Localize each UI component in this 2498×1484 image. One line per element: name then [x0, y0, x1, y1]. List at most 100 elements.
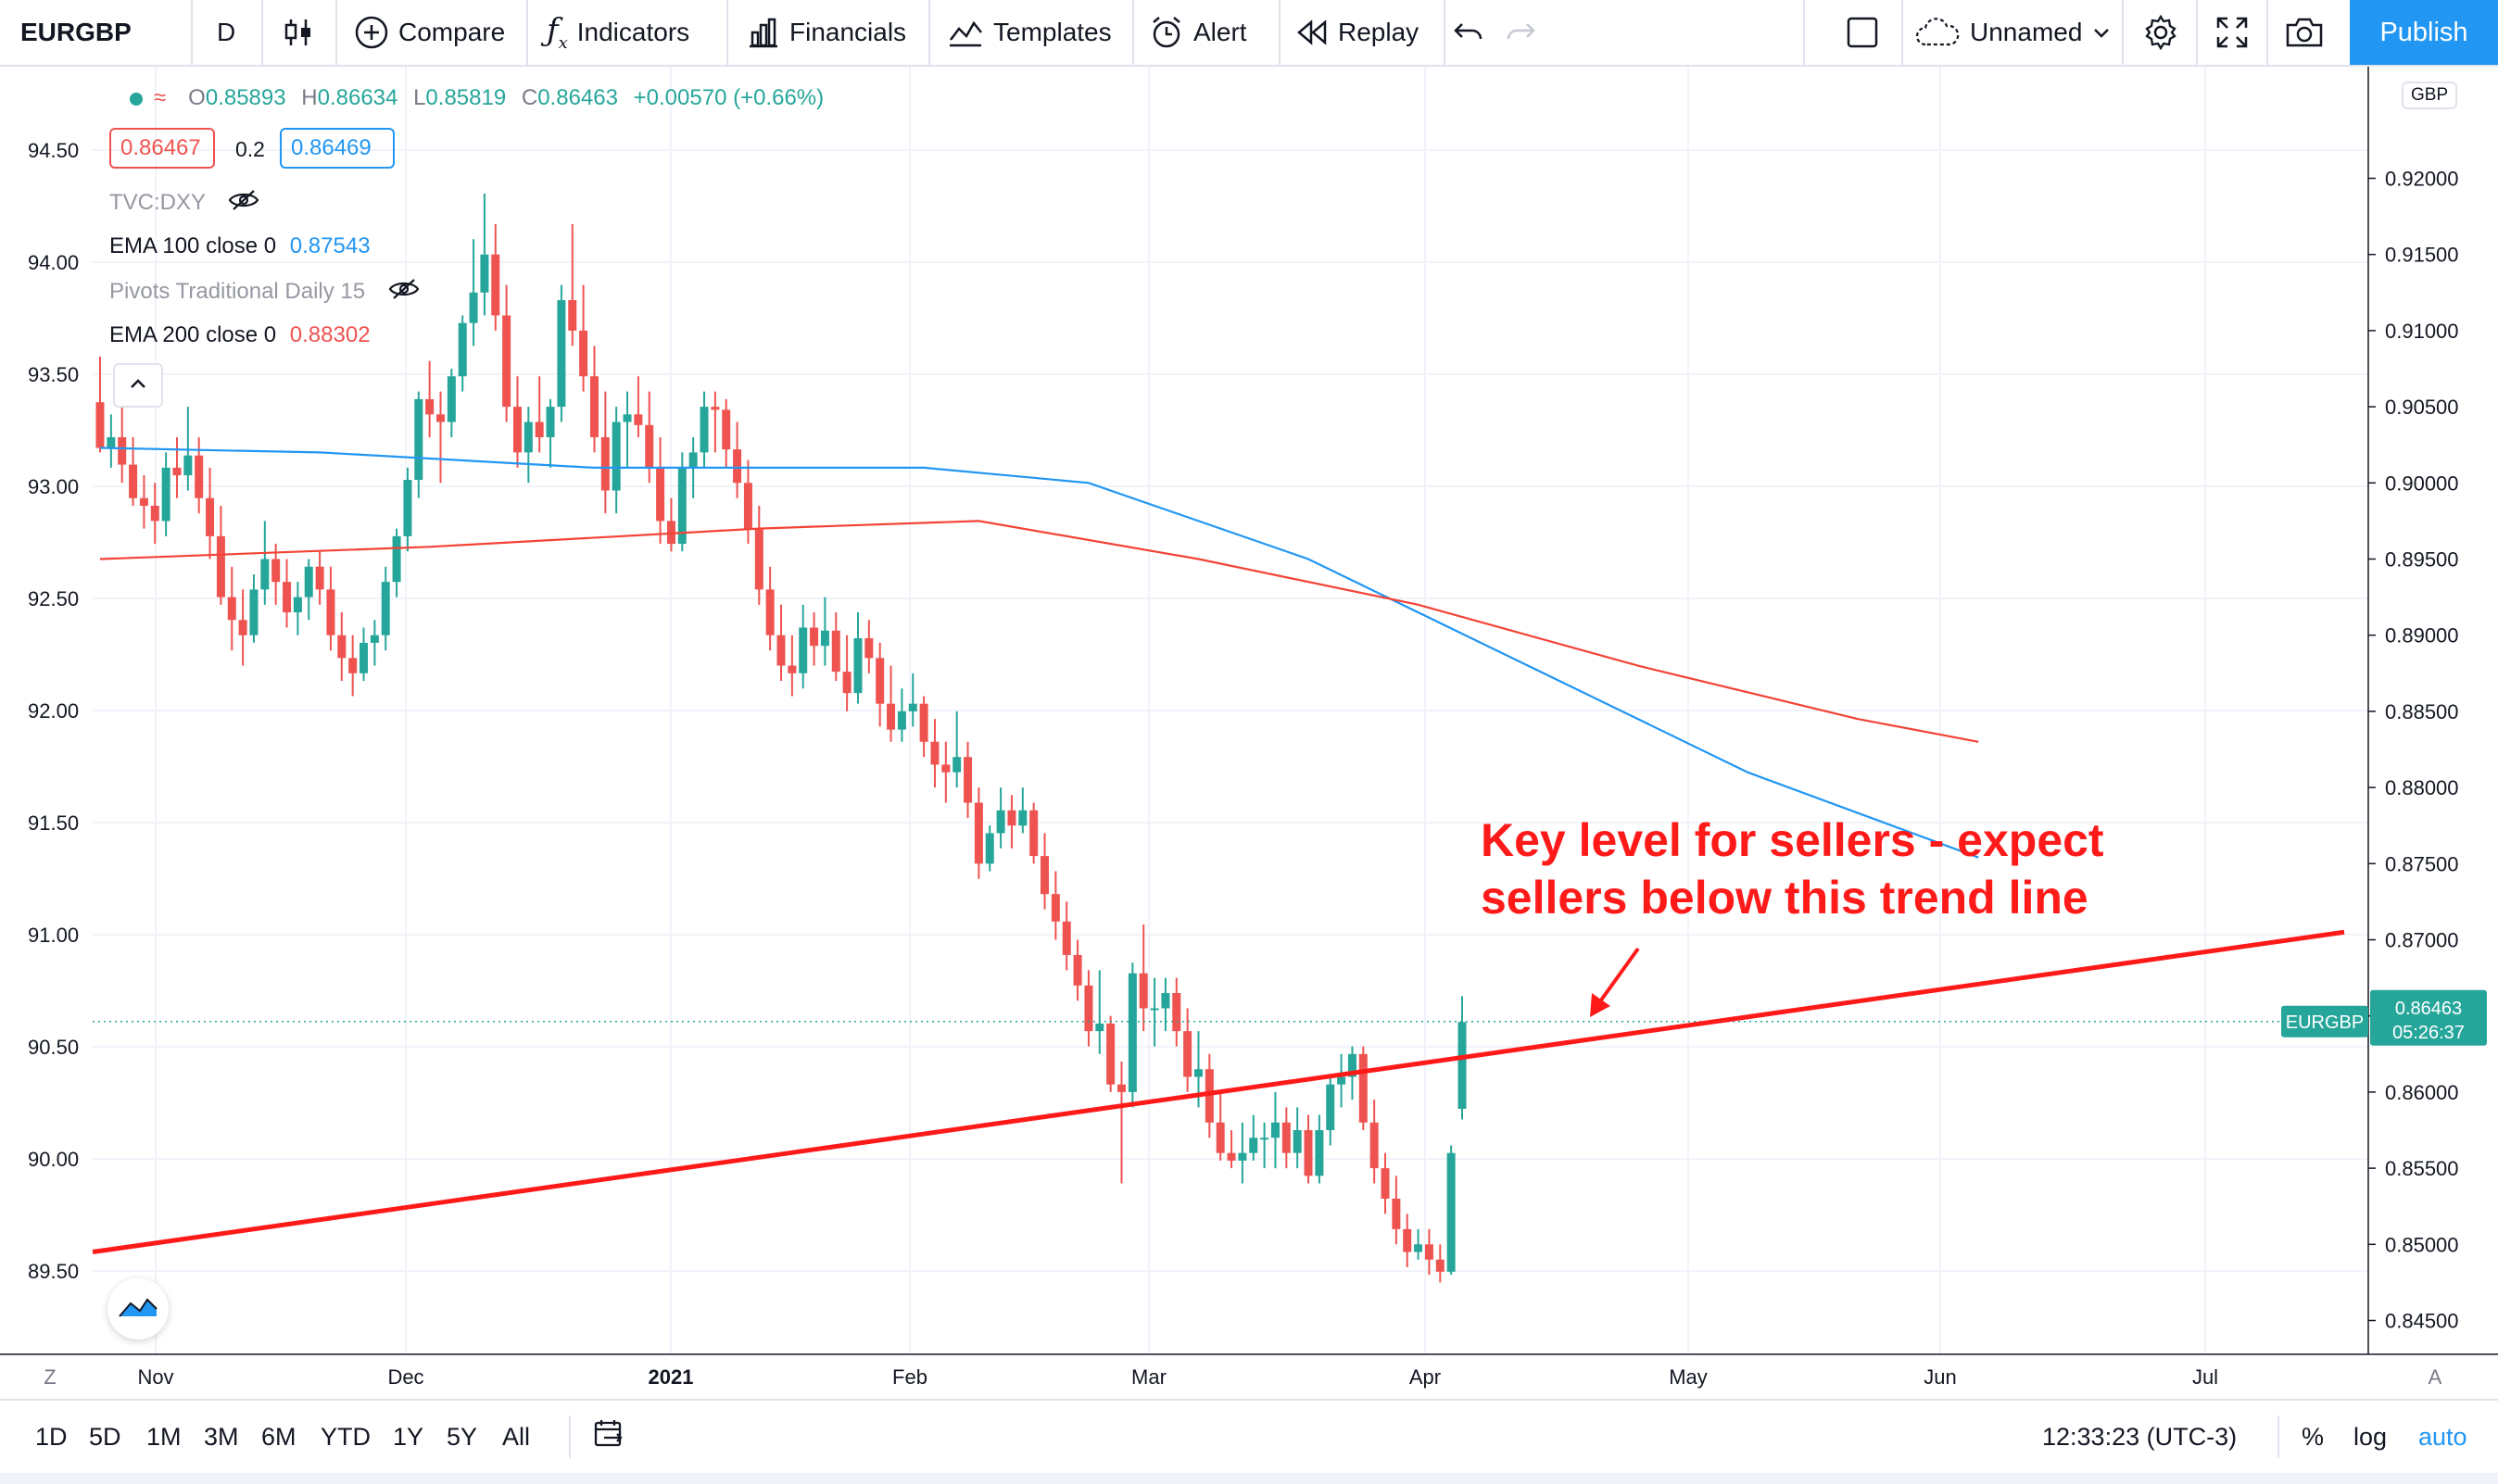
candle-body	[953, 757, 962, 773]
candle-body	[1304, 1130, 1313, 1176]
chart-canvas[interactable]: 94.50 94.00 93.50 93.00 92.50 92.00 91.50 91.00…	[0, 67, 2498, 1399]
range-1m[interactable]: 1M	[146, 1422, 182, 1451]
study-name: Pivots Traditional Daily 15	[109, 278, 366, 304]
range-3m[interactable]: 3M	[204, 1422, 239, 1451]
interval-button[interactable]: D	[217, 0, 235, 65]
candle-body	[1128, 973, 1137, 1092]
candle-body	[820, 630, 829, 647]
indicators-label: Indicators	[576, 18, 690, 46]
replay-label: Replay	[1338, 18, 1419, 46]
annotation-arrow[interactable]	[1594, 947, 1640, 1010]
symbol-search[interactable]: EURGBP	[20, 0, 132, 65]
candle-body	[930, 741, 940, 765]
candle-body	[1051, 894, 1060, 922]
settings-button[interactable]	[2142, 0, 2179, 65]
candle-body	[1315, 1130, 1324, 1176]
candle-body	[677, 467, 687, 545]
publish-label: Publish	[2379, 17, 2468, 47]
study-legend-pivots[interactable]: Pivots Traditional Daily 15	[109, 278, 420, 307]
open-value: 0.85893	[205, 85, 286, 110]
indicators-button[interactable]: ƒx Indicators	[547, 0, 689, 65]
range-ytd[interactable]: YTD	[321, 1422, 371, 1451]
right-axis-tick-label: 0.85500	[2385, 1157, 2459, 1180]
high-value: 0.86634	[317, 85, 398, 110]
sell-price-button[interactable]: 0.86467	[109, 128, 215, 169]
candle-body	[1029, 810, 1039, 857]
range-5y[interactable]: 5Y	[447, 1422, 478, 1451]
financials-label: Financials	[789, 18, 907, 46]
auto-scale-button[interactable]: A	[2429, 1365, 2442, 1389]
clock-timezone[interactable]: 12:33:23 (UTC-3)	[2042, 1422, 2238, 1451]
candle-body	[206, 497, 215, 536]
candle-body	[941, 764, 951, 773]
alert-button[interactable]: Alert	[1149, 0, 1247, 65]
candle-body	[765, 589, 775, 635]
range-all[interactable]: All	[502, 1422, 531, 1451]
redo-icon	[1505, 19, 1536, 46]
undo-button[interactable]	[1453, 0, 1484, 65]
range-1d[interactable]: 1D	[35, 1422, 68, 1451]
buy-price-button[interactable]: 0.86469	[280, 128, 395, 169]
layout-menu[interactable]: Unnamed	[1914, 0, 2112, 65]
candle-body	[1007, 810, 1016, 826]
study-value: 0.88302	[289, 322, 371, 347]
wave-icon[interactable]: ≈	[154, 85, 167, 110]
hidden-eye-icon[interactable]	[388, 278, 420, 307]
candle-body	[107, 436, 116, 448]
hidden-eye-icon[interactable]	[228, 189, 259, 218]
candle-body	[996, 810, 1005, 834]
replay-button[interactable]: Replay	[1295, 0, 1419, 65]
study-legend-ema100[interactable]: EMA 100 close 0 0.87543	[109, 233, 371, 259]
range-5d[interactable]: 5D	[89, 1422, 121, 1451]
candle-body	[600, 436, 610, 491]
candle-body	[1227, 1152, 1236, 1161]
tradingview-logo[interactable]	[107, 1278, 169, 1339]
candle-body	[722, 409, 731, 450]
candle-body	[326, 589, 335, 635]
right-axis-tick-label: 0.84500	[2385, 1310, 2459, 1333]
publish-button[interactable]: Publish	[2350, 0, 2498, 65]
visibility-dot-icon[interactable]	[130, 92, 143, 106]
toolbar-divider	[2196, 0, 2198, 65]
study-legend-dxy[interactable]: TVC:DXY	[109, 189, 259, 218]
time-axis-tick-label: 2021	[649, 1365, 694, 1389]
bottom-panel-edge	[0, 1473, 2498, 1484]
candle-body	[195, 455, 204, 498]
range-1y[interactable]: 1Y	[393, 1422, 424, 1451]
function-icon: ƒx	[547, 12, 568, 53]
collapse-legend-button[interactable]	[113, 363, 163, 408]
time-axis-tick-label: Jun	[1924, 1365, 1956, 1389]
study-legend-ema200[interactable]: EMA 200 close 0 0.88302	[109, 322, 371, 348]
log-toggle[interactable]: log	[2353, 1422, 2388, 1451]
range-6m[interactable]: 6M	[261, 1422, 296, 1451]
candle-body	[1347, 1053, 1356, 1077]
candle-body	[634, 414, 643, 425]
alert-label: Alert	[1193, 18, 1247, 46]
zoom-reset-button[interactable]: Z	[44, 1365, 56, 1389]
fullscreen-layout-button[interactable]	[1846, 0, 1879, 65]
right-axis-tick-label: 0.86000	[2385, 1081, 2459, 1104]
percent-toggle[interactable]: %	[2302, 1422, 2325, 1451]
right-axis-tick-label: 0.88500	[2385, 700, 2459, 723]
interval-label: D	[217, 18, 236, 46]
time-axis-tick-label: Mar	[1131, 1365, 1167, 1389]
templates-button[interactable]: Templates	[947, 0, 1112, 65]
toolbar-divider	[261, 0, 263, 65]
candle-body	[776, 635, 786, 666]
left-axis-tick-label: 94.50	[28, 139, 79, 162]
compare-button[interactable]: Compare	[354, 0, 505, 65]
redo-button[interactable]	[1505, 0, 1536, 65]
candle-body	[1161, 993, 1170, 1009]
right-axis-tick-label: 0.90500	[2385, 396, 2459, 419]
right-axis-tick-label: 0.85000	[2385, 1233, 2459, 1256]
go-to-date-button[interactable]	[593, 1401, 626, 1473]
trend-line[interactable]	[92, 929, 2345, 1254]
candle-body	[480, 254, 489, 293]
annotation-text[interactable]: Key level for sellers - expect sellers b…	[1481, 811, 2104, 926]
snapshot-button[interactable]	[2285, 0, 2324, 65]
chart-type-button[interactable]	[282, 0, 315, 65]
financials-button[interactable]: Financials	[747, 0, 906, 65]
auto-toggle[interactable]: auto	[2418, 1422, 2467, 1451]
fullscreen-button[interactable]	[2214, 0, 2250, 65]
currency-tag[interactable]: GBP	[2402, 82, 2458, 109]
